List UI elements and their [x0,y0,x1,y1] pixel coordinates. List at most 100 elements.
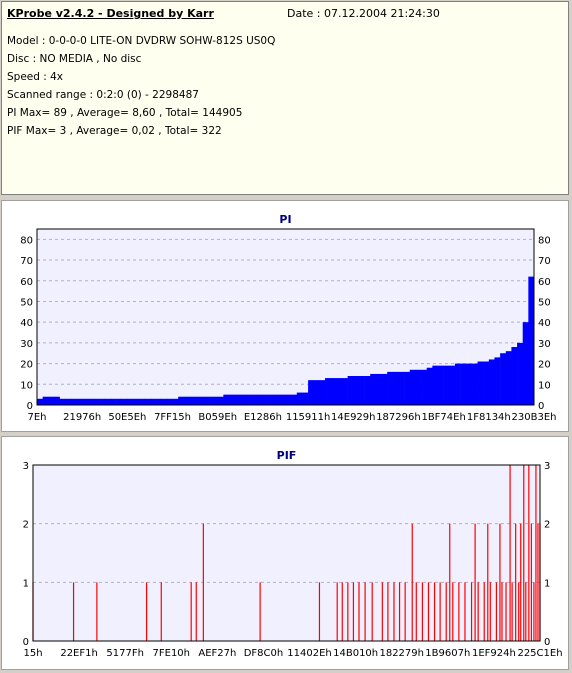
plot-area [32,464,541,642]
pi-bar [217,396,224,405]
pi-bar [505,351,512,405]
pi-bar [99,398,106,405]
y-tick-label-right: 3 [544,461,550,472]
pi-bar [65,398,72,405]
pi-bar [483,361,490,405]
x-tick-label: B059Eh [198,412,237,423]
x-tick-label: 15h [23,648,42,659]
pi-bar [347,376,354,405]
pi-bar [426,367,433,405]
x-tick-label: 7FF15h [154,412,191,423]
x-tick-label: 225C1Eh [517,648,562,659]
y-tick-label-left: 80 [20,235,33,246]
x-tick-label: 1F8134h [467,412,511,423]
scan-date: Date : 07.12.2004 21:24:30 [287,7,440,20]
y-tick-label-left: 3 [23,461,29,472]
y-tick-label-right: 2 [544,520,550,531]
pi-bar [330,378,337,405]
pi-bar [437,365,444,405]
y-tick-label-right: 10 [538,380,551,391]
pi-bar [511,347,518,405]
chart-title: PIF [277,449,297,462]
y-tick-label-left: 60 [20,277,33,288]
pi-bar [443,365,450,405]
y-tick-label-right: 60 [538,277,551,288]
pi-bar [364,376,371,405]
pi-bar [387,371,394,405]
x-tick-label: 182279h [379,648,424,659]
pi-bar [313,380,320,405]
pi-bar [116,398,123,405]
x-tick-label: 1EF924h [472,648,516,659]
pi-stats-line: PI Max= 89 , Average= 8,60 , Total= 1449… [7,107,243,119]
pi-bar [48,396,55,405]
pi-bar [477,361,484,405]
pi-bar [133,398,139,405]
pi-bar [471,363,478,405]
speed-line: Speed : 4x [7,71,64,83]
pi-bar [144,398,151,405]
pi-bar [42,396,49,405]
plot-frame [36,228,535,406]
y-tick-label-right: 0 [538,401,544,412]
y-tick-label-right: 1 [544,578,550,589]
y-tick-label-right: 0 [544,637,550,648]
pi-bar [302,392,309,405]
x-tick-label: 5177Fh [106,648,144,659]
pi-bar [460,363,467,405]
x-tick-label: 21976h [63,412,101,423]
pi-bar [358,376,365,405]
pi-bar [37,398,43,405]
y-tick-label-left: 1 [23,578,29,589]
x-tick-label: 11402Eh [287,648,331,659]
x-tick-label: E1286h [244,412,282,423]
pi-bar [319,380,326,405]
pi-bar [212,396,219,405]
x-tick-label: 7FE10h [153,648,191,659]
y-tick-label-left: 50 [20,297,33,308]
pi-bar [421,369,427,405]
pi-bar [341,378,348,405]
y-tick-label-left: 70 [20,256,33,267]
pi-bar [166,398,173,405]
pi-bar [285,394,292,405]
pi-bar [110,398,117,405]
model-line: Model : 0-0-0-0 LITE-ON DVDRW SOHW-812S … [7,35,276,47]
y-tick-label-left: 40 [20,318,33,329]
pi-bar [87,398,94,405]
pi-bar [206,396,213,405]
pi-bar [279,394,286,405]
pi-bar [392,371,399,405]
pi-bar [449,365,456,405]
pi-bar [223,394,230,405]
pi-bar [381,373,388,405]
pi-chart-panel: PI 0 0 10 10 20 20 30 30 40 40 50 50 60 60 70 70 80 80 7Eh 2… [1,200,569,432]
pi-bar [370,373,377,405]
pi-bar [308,380,315,405]
range-line: Scanned range : 0:2:0 (0) - 2298487 [7,89,199,101]
pi-bar [240,394,247,405]
pi-chart: PI 0 0 10 10 20 20 30 30 40 40 50 50 60 60 70 70 80 80 7Eh 2… [20,213,556,423]
x-tick-label: 22EF1h [60,648,98,659]
pi-bar [454,363,461,405]
pi-bar [138,398,145,405]
pi-bar [245,394,252,405]
y-tick-label-left: 2 [23,520,29,531]
pi-bar [200,396,207,405]
y-tick-label-right: 20 [538,360,551,371]
plot-frame [32,464,541,642]
pi-bar [500,353,507,405]
pi-bar [257,394,264,405]
pi-bar [268,394,275,405]
disc-line: Disc : NO MEDIA , No disc [7,53,142,65]
pi-bar [229,394,235,405]
pi-bar [251,394,258,405]
pi-bar [353,376,360,405]
info-panel: KProbe v2.4.2 - Designed by Karr Date : … [1,1,569,195]
pi-bar [161,398,168,405]
pi-bar [121,398,128,405]
x-tick-label: 50E5Eh [108,412,146,423]
x-tick-label: 14E929h [331,412,375,423]
pi-bar [93,398,100,405]
chart-title: PI [279,213,291,226]
